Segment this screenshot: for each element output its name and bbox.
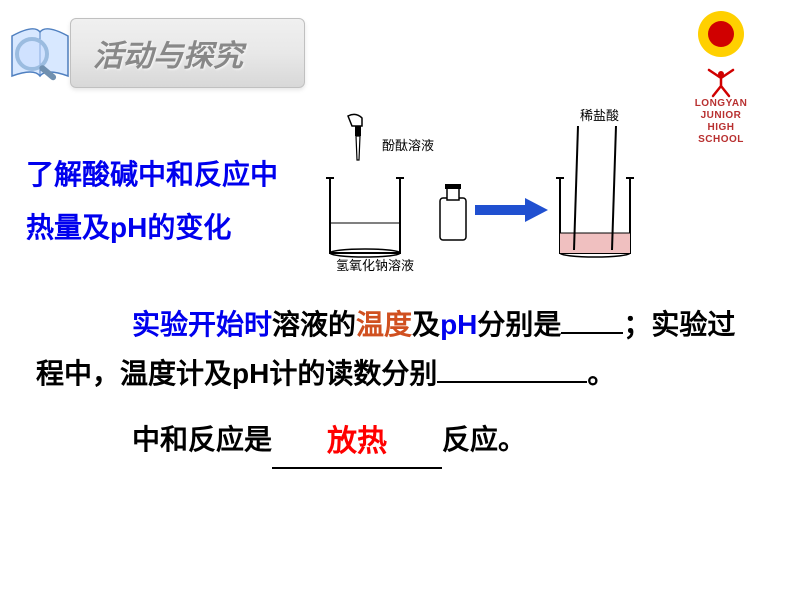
p3-suffix: 反应。 <box>442 424 526 455</box>
book-magnifier-icon <box>4 14 78 92</box>
blank-3: 放热 <box>272 414 442 469</box>
p3-prefix: 中和反应是 <box>132 424 272 455</box>
blank-2 <box>437 381 587 383</box>
p1-ph: pH <box>440 309 477 340</box>
answer-text: 放热 <box>327 425 387 458</box>
logo-person-icon <box>701 68 741 98</box>
section-badge: 活动与探究 <box>70 18 305 88</box>
p2-end: 。 <box>587 358 615 389</box>
label-phenol: 酚酞溶液 <box>382 138 434 153</box>
p1-mid2: 及 <box>412 309 440 340</box>
logo-text-2: JUNIOR <box>666 110 776 122</box>
paragraph-1: 实验开始时溶液的温度及pH分别是；实验过程中，温度计及pH计的读数分别。 <box>36 300 758 398</box>
p1-prefix: 实验开始时 <box>132 309 272 340</box>
p1-mid3: 分别是 <box>477 309 561 340</box>
title-line-1: 了解酸碱中和反应中 <box>26 148 316 201</box>
school-logo: LONGYAN JUNIOR HIGH SCHOOL <box>666 10 776 146</box>
experiment-diagram: 酚酞溶液 氢氧化钠溶液 稀盐酸 <box>300 108 650 273</box>
section-badge-text: 活动与探究 <box>93 31 243 75</box>
label-hcl: 稀盐酸 <box>580 108 619 123</box>
logo-text-4: SCHOOL <box>666 134 776 146</box>
label-naoh: 氢氧化钠溶液 <box>336 258 414 273</box>
body-content: 实验开始时溶液的温度及pH分别是；实验过程中，温度计及pH计的读数分别。 中和反… <box>36 300 758 469</box>
slide-title: 了解酸碱中和反应中 热量及pH的变化 <box>26 148 316 254</box>
logo-sun-icon <box>693 10 749 66</box>
title-line-2: 热量及pH的变化 <box>26 201 316 254</box>
blank-1 <box>561 332 623 334</box>
paragraph-2: 中和反应是 放热 反应。 <box>36 414 758 469</box>
logo-text-1: LONGYAN <box>666 98 776 110</box>
p1-temp: 温度 <box>356 309 412 340</box>
p1-mid1: 溶液的 <box>272 309 356 340</box>
logo-text-3: HIGH <box>666 122 776 134</box>
